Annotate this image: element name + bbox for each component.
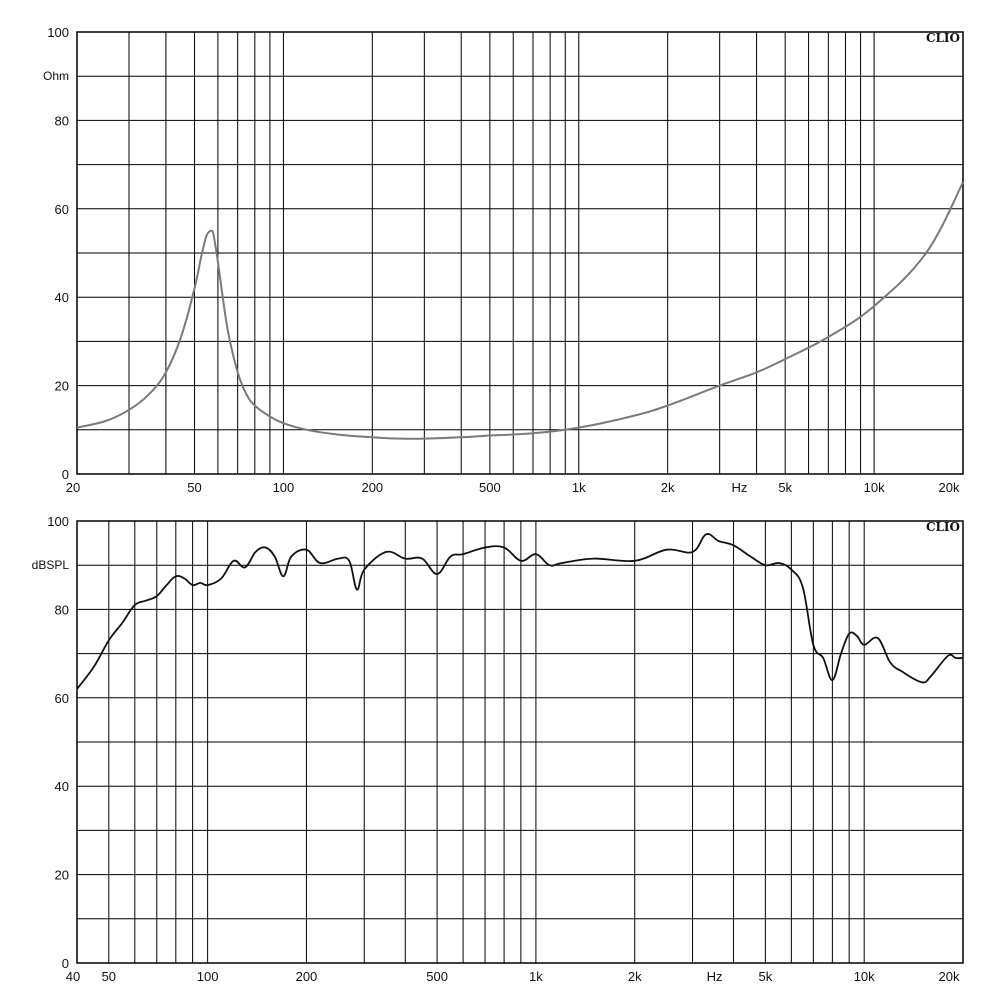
- x-tick-label: 1k: [572, 480, 586, 495]
- x-tick-label: 10k: [854, 969, 875, 984]
- y-tick-label: 80: [55, 113, 69, 128]
- y-tick-label: 60: [55, 691, 69, 706]
- grid: [77, 32, 963, 474]
- frequency-response-chart: 0 20 40 60 80 100 dBSPL 40 50 100 200 500 1k 2k 5k 10k 2…: [32, 514, 964, 984]
- y-tick-label: 60: [55, 202, 69, 217]
- y-tick-label: 0: [62, 956, 69, 971]
- x-tick-label: 5k: [778, 480, 792, 495]
- y-tick-label: 80: [55, 602, 69, 617]
- x-tick-label: 200: [296, 969, 318, 984]
- x-tick-label: 10k: [864, 480, 885, 495]
- series-line: [76, 533, 964, 690]
- x-tick-label: 20k: [939, 480, 960, 495]
- y-tick-label: 40: [55, 290, 69, 305]
- x-tick-label: 50: [102, 969, 116, 984]
- x-tick-label: 2k: [661, 480, 675, 495]
- plot-frame: [76, 520, 964, 964]
- x-tick-label: 500: [479, 480, 501, 495]
- x-tick-label: 20: [66, 480, 80, 495]
- x-tick-label: 2k: [628, 969, 642, 984]
- y-tick-label: 20: [55, 379, 69, 394]
- x-tick-label: 200: [361, 480, 383, 495]
- x-tick-label: 5k: [758, 969, 772, 984]
- plot-frame: [76, 31, 964, 475]
- series-line: [76, 181, 964, 440]
- x-tick-label: 500: [426, 969, 448, 984]
- y-tick-label: 20: [55, 868, 69, 883]
- y-axis-unit: dBSPL: [32, 558, 70, 572]
- x-tick-label: 50: [187, 480, 201, 495]
- y-axis-unit: Ohm: [43, 69, 69, 83]
- y-tick-label: 100: [47, 25, 69, 40]
- y-tick-label: 100: [47, 514, 69, 529]
- x-tick-label: 100: [197, 969, 219, 984]
- clio-brand-label: CLIO: [926, 31, 960, 45]
- x-axis-unit: Hz: [731, 480, 747, 495]
- grid: [77, 521, 963, 963]
- y-tick-label: 0: [62, 467, 69, 482]
- y-tick-label: 40: [55, 779, 69, 794]
- clio-brand-label: CLIO: [926, 520, 960, 534]
- x-tick-label: 40: [66, 969, 80, 984]
- x-tick-label: 20k: [939, 969, 960, 984]
- x-tick-label: 1k: [529, 969, 543, 984]
- x-tick-label: 100: [273, 480, 295, 495]
- x-axis-unit: Hz: [707, 969, 723, 984]
